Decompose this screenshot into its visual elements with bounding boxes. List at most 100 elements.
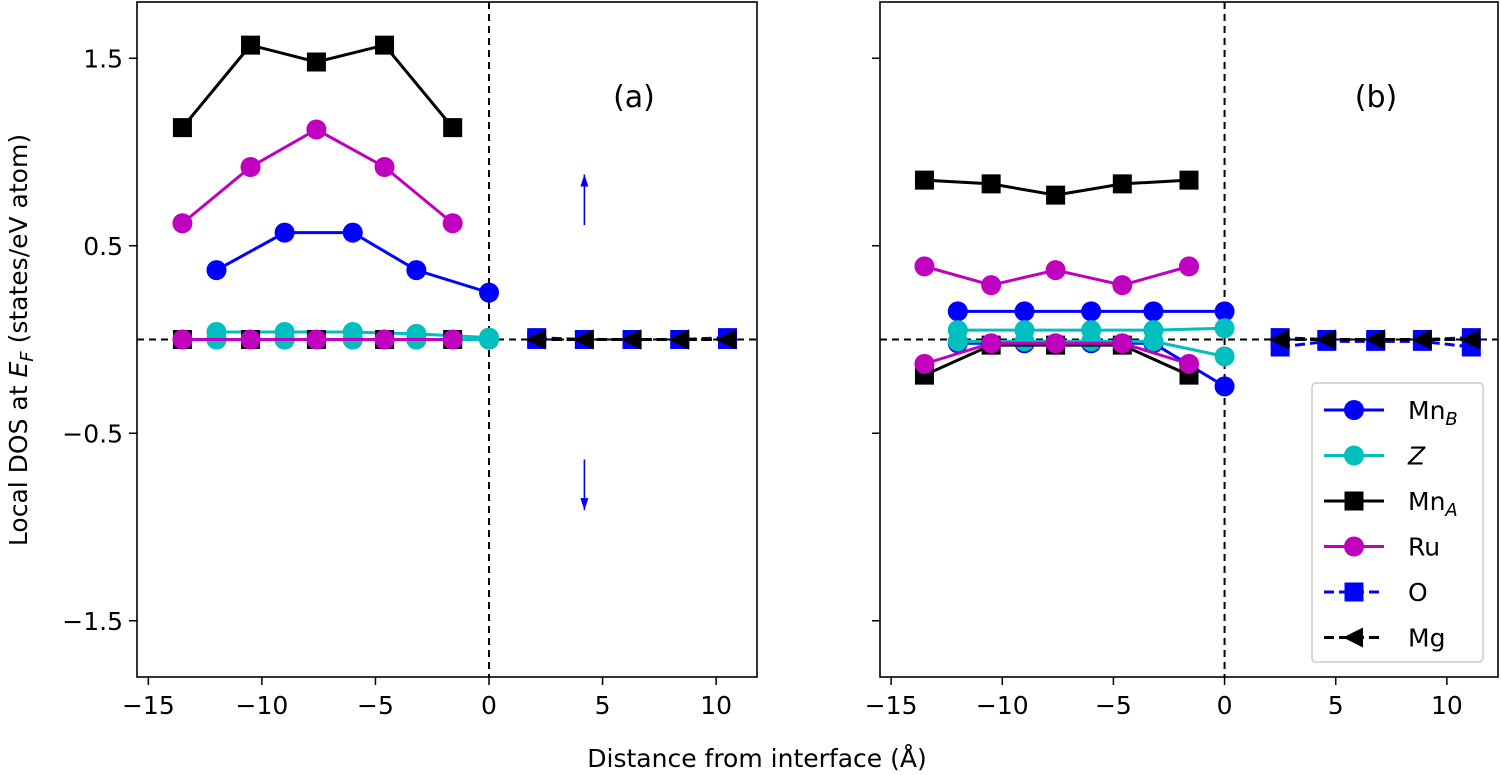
data-point — [1014, 301, 1035, 322]
x-tick-label: 0 — [481, 691, 497, 720]
legend-entry: MnA — [1324, 487, 1458, 521]
data-point — [1045, 260, 1066, 281]
data-point — [947, 301, 968, 322]
data-point — [172, 118, 192, 138]
legend-label: O — [1408, 578, 1428, 607]
x-tick-label: −15 — [122, 691, 175, 720]
legend-label-main: Z — [1407, 442, 1426, 471]
data-point — [1045, 333, 1066, 354]
legend-label-main: O — [1408, 578, 1428, 607]
x-tick-label: 0 — [1217, 691, 1233, 720]
data-point — [1364, 329, 1385, 350]
data-point — [1179, 170, 1199, 190]
data-point — [406, 260, 427, 281]
x-tick-label: 10 — [700, 691, 732, 720]
spin-down-arrow-icon — [580, 498, 589, 511]
y-tick-label: −1.5 — [62, 607, 123, 636]
data-point — [1179, 256, 1199, 277]
series-ru — [914, 333, 1199, 374]
data-point — [1143, 331, 1164, 352]
data-point — [1315, 329, 1336, 350]
data-point — [479, 329, 500, 350]
data-point — [342, 222, 363, 243]
data-point — [479, 282, 500, 303]
data-point — [573, 329, 594, 350]
data-point — [1460, 329, 1481, 350]
data-point — [914, 353, 935, 374]
x-tick-label: 10 — [1431, 691, 1463, 720]
data-point — [374, 329, 395, 350]
series-mn-a — [172, 35, 463, 138]
y-tick-label: −0.5 — [62, 419, 123, 448]
legend-label-subscript: B — [1445, 409, 1457, 430]
data-point — [981, 333, 1002, 354]
data-point — [306, 52, 326, 72]
data-point — [981, 174, 1001, 194]
data-point — [442, 329, 463, 350]
x-tick-label: −15 — [865, 691, 918, 720]
data-point — [240, 157, 261, 177]
series-z — [947, 331, 1235, 367]
legend-entry: Ru — [1324, 533, 1440, 562]
y-axis-label-F: F — [17, 351, 38, 362]
data-point — [206, 260, 227, 281]
data-point — [1143, 301, 1164, 322]
data-point — [1179, 353, 1199, 374]
x-tick-label: −10 — [236, 691, 289, 720]
data-point — [375, 35, 395, 55]
legend-marker — [1344, 445, 1364, 466]
data-point — [1014, 331, 1035, 352]
legend-entry: O — [1324, 578, 1428, 607]
data-point — [443, 118, 463, 138]
legend-entry: Mg — [1324, 624, 1445, 653]
legend-label-main: Ru — [1408, 533, 1440, 562]
x-tick-label: −10 — [976, 691, 1029, 720]
x-axis-label: Distance from interface (Å) — [587, 744, 926, 773]
data-point — [1411, 329, 1432, 350]
legend-entry: Z — [1324, 442, 1426, 471]
data-point — [442, 213, 463, 234]
series-ru — [172, 119, 463, 234]
data-point — [240, 329, 261, 350]
spin-up-arrow-icon — [580, 174, 589, 187]
legend-marker — [1344, 536, 1364, 557]
panel-label: (b) — [1355, 80, 1397, 115]
data-point — [914, 170, 934, 190]
legend-label: Mg — [1408, 624, 1445, 653]
series-mn-b — [947, 301, 1235, 322]
legend-label-main: Mg — [1408, 624, 1445, 653]
series-mg — [1269, 329, 1481, 350]
legend-marker — [1344, 400, 1364, 420]
data-point — [668, 329, 689, 350]
series-mn-b — [206, 222, 500, 303]
data-point — [1269, 329, 1290, 350]
data-point — [621, 329, 642, 350]
x-tick-label: −5 — [357, 691, 394, 720]
legend-entry: MnB — [1324, 396, 1458, 430]
x-tick-label: 5 — [1328, 691, 1344, 720]
series-ru — [172, 329, 463, 350]
legend-label: Z — [1407, 442, 1426, 471]
y-axis-label-part1: Local DOS at — [4, 378, 33, 547]
data-point — [1112, 275, 1133, 296]
data-point — [1081, 331, 1102, 352]
data-point — [1214, 318, 1235, 339]
y-tick-label: 0.5 — [83, 232, 123, 261]
data-point — [172, 329, 193, 350]
legend-marker — [1343, 627, 1363, 648]
y-axis-label-E: E — [4, 362, 33, 378]
data-point — [1081, 301, 1102, 322]
y-axis-label: Local DOS at EF (states/eV atom) — [4, 134, 38, 546]
data-point — [1112, 333, 1133, 354]
data-point — [1214, 346, 1235, 367]
data-point — [716, 329, 737, 350]
data-point — [1214, 301, 1235, 322]
legend-label-main: Mn — [1408, 487, 1445, 516]
data-point — [1112, 174, 1132, 194]
data-point — [172, 213, 193, 234]
data-point — [947, 331, 968, 352]
legend-label-main: Mn — [1408, 396, 1445, 425]
